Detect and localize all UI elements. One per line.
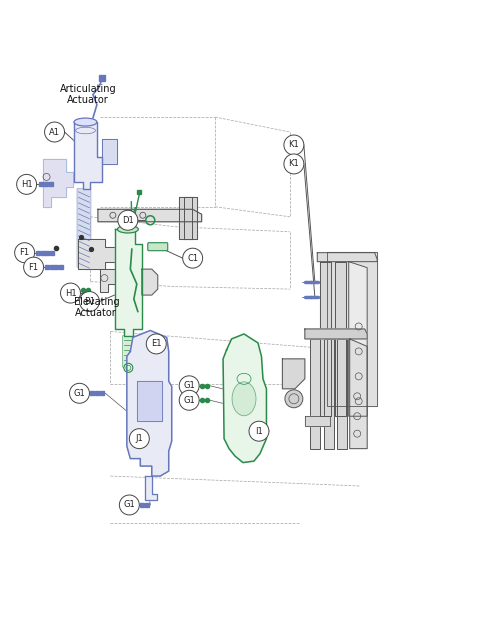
Ellipse shape [122, 222, 134, 225]
Polygon shape [350, 339, 367, 449]
Text: H1: H1 [21, 180, 32, 189]
Polygon shape [100, 269, 116, 292]
Polygon shape [127, 330, 172, 476]
Text: K1: K1 [288, 160, 300, 168]
FancyBboxPatch shape [310, 339, 320, 449]
Circle shape [130, 429, 150, 449]
Text: F1: F1 [28, 263, 38, 272]
Circle shape [124, 363, 133, 372]
Polygon shape [43, 160, 73, 207]
Text: G1: G1 [124, 501, 135, 510]
Ellipse shape [232, 382, 256, 416]
Text: H1: H1 [64, 289, 76, 298]
Text: J1: J1 [136, 434, 143, 443]
FancyBboxPatch shape [122, 335, 134, 367]
Circle shape [284, 135, 304, 155]
Polygon shape [305, 329, 367, 339]
Circle shape [24, 257, 44, 277]
Circle shape [80, 292, 100, 311]
Text: I1: I1 [255, 427, 263, 436]
Circle shape [60, 283, 80, 303]
Text: B1: B1 [84, 297, 95, 306]
Text: Articulating
Actuator: Articulating Actuator [60, 84, 116, 106]
Polygon shape [328, 252, 377, 406]
Text: F1: F1 [20, 248, 30, 257]
Circle shape [70, 384, 89, 403]
Polygon shape [318, 253, 377, 261]
Circle shape [284, 154, 304, 174]
Circle shape [182, 248, 203, 268]
Polygon shape [320, 261, 331, 417]
Polygon shape [78, 239, 116, 269]
Ellipse shape [74, 118, 97, 126]
Circle shape [146, 334, 166, 354]
Polygon shape [98, 210, 202, 222]
FancyBboxPatch shape [338, 339, 347, 449]
Circle shape [285, 390, 303, 408]
Circle shape [179, 391, 199, 410]
Circle shape [16, 175, 36, 194]
Text: G1: G1 [184, 381, 195, 391]
FancyBboxPatch shape [77, 189, 91, 268]
Text: E1: E1 [151, 339, 162, 348]
Polygon shape [282, 359, 305, 389]
Circle shape [118, 210, 138, 230]
Polygon shape [74, 122, 102, 189]
Text: C1: C1 [187, 254, 198, 263]
Ellipse shape [118, 225, 139, 233]
Polygon shape [146, 476, 157, 500]
Text: Elevating
Actuator: Elevating Actuator [74, 297, 120, 318]
FancyBboxPatch shape [148, 242, 168, 251]
Circle shape [249, 421, 269, 441]
Text: G1: G1 [184, 396, 195, 404]
Polygon shape [184, 197, 196, 239]
Polygon shape [305, 417, 330, 426]
Polygon shape [223, 334, 266, 463]
FancyBboxPatch shape [324, 339, 334, 449]
Circle shape [120, 495, 140, 515]
Text: K1: K1 [288, 141, 300, 149]
Circle shape [14, 242, 34, 263]
Polygon shape [179, 197, 192, 239]
Circle shape [179, 376, 199, 396]
Polygon shape [335, 261, 345, 417]
Text: G1: G1 [74, 389, 86, 398]
Polygon shape [142, 269, 158, 295]
Text: A1: A1 [49, 127, 60, 137]
Polygon shape [116, 229, 142, 337]
Circle shape [44, 122, 64, 142]
Text: D1: D1 [122, 216, 134, 225]
Polygon shape [137, 381, 162, 421]
Polygon shape [348, 261, 367, 417]
Polygon shape [102, 139, 117, 165]
